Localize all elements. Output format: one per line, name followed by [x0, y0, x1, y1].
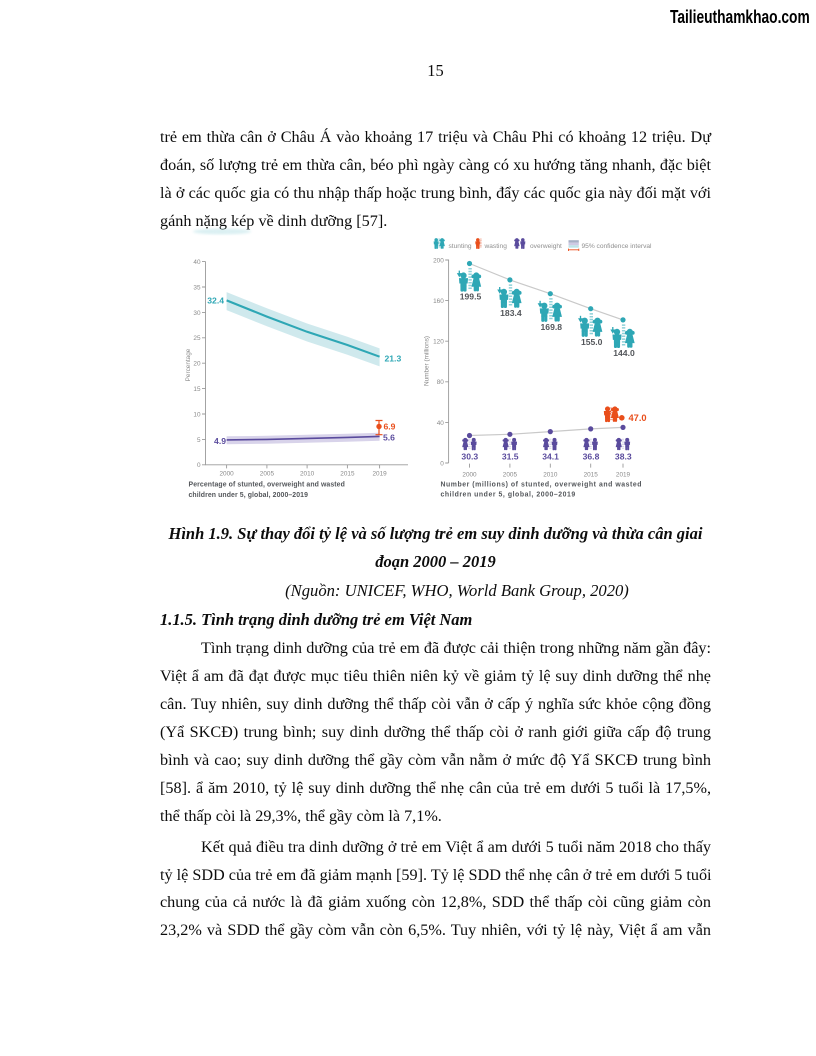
svg-text:2005: 2005 — [503, 471, 518, 478]
svg-text:2010: 2010 — [543, 471, 558, 478]
svg-text:2010: 2010 — [300, 471, 315, 478]
svg-text:21.3: 21.3 — [385, 354, 402, 364]
svg-text:Number (millions): Number (millions) — [424, 336, 431, 386]
svg-text:0: 0 — [440, 460, 444, 467]
svg-text:2019: 2019 — [616, 471, 631, 478]
svg-text:183.4: 183.4 — [500, 308, 522, 318]
svg-text:32.4: 32.4 — [207, 295, 224, 305]
svg-text:stunting: stunting — [449, 243, 472, 250]
svg-text:children under 5, global, 2000: children under 5, global, 2000–2019 — [441, 492, 576, 499]
svg-text:30.3: 30.3 — [461, 451, 478, 461]
svg-text:2000: 2000 — [462, 471, 477, 478]
svg-text:144.0: 144.0 — [613, 348, 635, 358]
svg-text:15: 15 — [193, 386, 201, 393]
svg-text:0: 0 — [197, 462, 201, 469]
svg-text:199.5: 199.5 — [460, 292, 482, 302]
svg-text:160: 160 — [433, 298, 444, 305]
svg-text:children under 5, global, 2000: children under 5, global, 2000–2019 — [189, 492, 309, 499]
svg-text:35: 35 — [193, 284, 201, 291]
svg-text:5: 5 — [197, 437, 201, 444]
svg-text:169.8: 169.8 — [541, 322, 563, 332]
svg-text:6.9: 6.9 — [384, 422, 396, 432]
svg-text:2015: 2015 — [340, 471, 355, 478]
svg-text:120: 120 — [433, 339, 444, 346]
svg-text:25: 25 — [193, 335, 201, 342]
svg-text:40: 40 — [193, 259, 201, 266]
svg-text:20: 20 — [193, 361, 201, 368]
svg-text:34.1: 34.1 — [542, 451, 559, 461]
svg-text:80: 80 — [437, 379, 445, 386]
svg-text:30: 30 — [193, 310, 201, 317]
svg-text:200: 200 — [433, 257, 444, 264]
svg-text:38.3: 38.3 — [615, 451, 632, 461]
svg-text:2000: 2000 — [219, 471, 234, 478]
svg-text:2019: 2019 — [372, 471, 387, 478]
svg-text:2015: 2015 — [584, 471, 599, 478]
svg-text:wasting: wasting — [484, 243, 508, 250]
svg-text:95% confidence interval: 95% confidence interval — [582, 243, 653, 250]
svg-text:36.8: 36.8 — [583, 451, 600, 461]
svg-text:2005: 2005 — [260, 471, 275, 478]
svg-text:5.6: 5.6 — [383, 433, 395, 443]
svg-text:overweight: overweight — [530, 243, 562, 250]
svg-text:47.0: 47.0 — [629, 413, 647, 423]
svg-text:31.5: 31.5 — [502, 451, 519, 461]
svg-text:Percentage: Percentage — [185, 348, 192, 381]
svg-text:Number (millions) of stunted,: Number (millions) of stunted, overweight… — [441, 481, 642, 488]
svg-text:4.9: 4.9 — [214, 436, 226, 446]
svg-text:40: 40 — [437, 420, 445, 427]
svg-text:155.0: 155.0 — [581, 337, 603, 347]
svg-text:Percentage of stunted, overwei: Percentage of stunted, overweight and wa… — [189, 482, 345, 489]
svg-text:10: 10 — [193, 411, 201, 418]
